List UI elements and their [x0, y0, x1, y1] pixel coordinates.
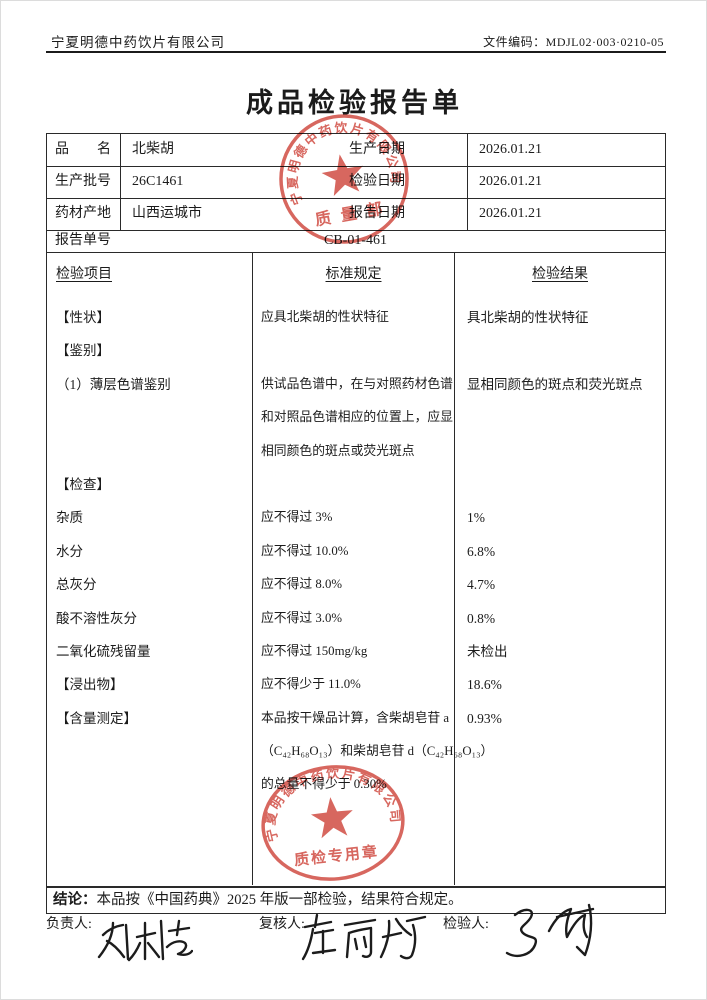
batch-number-value: 26C1461	[132, 174, 184, 189]
table-col-divider	[454, 253, 455, 885]
origin-label: 药材产地	[55, 206, 111, 221]
production-date-label: 生产日期	[349, 142, 405, 157]
body-line	[56, 435, 252, 468]
page-title: 成品检验报告单	[246, 88, 463, 118]
body-line	[467, 768, 665, 801]
responsible-label: 负责人:	[46, 917, 92, 932]
qc-seal-stamp: 宁夏明德中药饮片有限公司 质检专用章	[231, 743, 435, 902]
conclusion-row: 结论：本品按《中国药典》2025 年版一部检验，结果符合规定。	[46, 887, 666, 914]
column-standards: 应具北柴胡的性状特征供试品色谱中，在与对照药材色谱 和对照品色谱相应的位置上，应显…	[253, 301, 494, 802]
body-line	[467, 401, 665, 434]
body-line	[467, 468, 665, 501]
header-rule	[46, 51, 666, 53]
info-row-divider	[47, 198, 665, 199]
body-line: 【性状】	[56, 310, 110, 325]
results-table: 检验项目 标准规定 检验结果 【性状】【鉴别】 （1）薄层色谱鉴别 【检查】杂质水分…	[46, 253, 666, 887]
body-line: 供试品色谱中，在与对照药材色谱	[261, 376, 453, 391]
stamp-seal-text: 质检专用章	[293, 842, 379, 869]
body-line: 应具北柴胡的性状特征	[261, 310, 389, 324]
body-line: 应不得少于 11.0%	[261, 677, 361, 692]
reviewer-signature	[299, 907, 439, 967]
company-name: 宁夏明德中药饮片有限公司	[51, 35, 225, 50]
info-row-divider	[47, 166, 665, 167]
body-line: 杂质	[56, 510, 83, 526]
batch-number-label: 生产批号	[55, 174, 111, 189]
body-line: 【鉴别】	[56, 343, 110, 359]
report-date-value: 2026.01.21	[479, 206, 542, 221]
oval-stamp-graphic: 宁夏明德中药饮片有限公司 质检专用章	[257, 759, 405, 881]
body-line: （C₄₂H₆₈O₁₃）和柴胡皂苷 d（C₄₂H₆₈O₁₃）	[261, 744, 494, 759]
conclusion-text: 本品按《中国药典》2025 年版一部检验，结果符合规定。	[96, 892, 463, 908]
test-date-label: 检验日期	[349, 174, 405, 189]
body-line: 18.6%	[467, 677, 502, 693]
origin-value: 山西运城市	[132, 206, 202, 221]
reviewer-label: 复核人:	[259, 917, 305, 932]
round-stamp-graphic: 宁夏明德中药饮片有限公司 质 量 部	[275, 110, 409, 244]
body-line: 应不得过 8.0%	[261, 577, 343, 592]
column-results: 具北柴胡的性状特征显相同颜色的斑点和荧光斑点 1% 6.8% 4.7% 0.8% 未检出 1…	[455, 301, 665, 802]
body-line: 6.8%	[467, 543, 496, 559]
inspector-signature	[501, 897, 611, 967]
signature-scribble	[505, 903, 595, 957]
quality-dept-stamp: 宁夏明德中药饮片有限公司 质 量 部	[246, 81, 443, 278]
body-line: 酸不溶性灰分	[56, 610, 137, 626]
body-line: 二氧化硫残留量	[56, 643, 151, 659]
signature-scribble	[301, 913, 427, 961]
body-line: 显相同颜色的斑点和荧光斑点	[467, 376, 643, 392]
column-header-item: 检验项目	[56, 267, 112, 282]
column-header-result: 检验结果	[532, 267, 588, 282]
body-line: 总灰分	[56, 577, 97, 593]
body-line: 本品按干燥品计算，含柴胡皂苷 a	[261, 710, 450, 725]
column-items: 【性状】【鉴别】 （1）薄层色谱鉴别 【检查】杂质水分总灰分酸不溶性灰分 二氧化硫残留…	[47, 301, 252, 802]
body-line	[261, 468, 454, 501]
body-line	[261, 334, 454, 367]
product-name-value: 北柴胡	[132, 142, 174, 157]
column-header-standard: 标准规定	[325, 267, 382, 282]
body-line: 4.7%	[467, 577, 496, 593]
inspector-label: 检验人:	[443, 917, 489, 932]
body-line: 应不得过 10.0%	[261, 543, 349, 558]
test-date-value: 2026.01.21	[479, 174, 542, 189]
report-number-label: 报告单号	[55, 233, 111, 248]
body-line: 和对照品色谱相应的位置上，应显	[261, 410, 453, 425]
body-line: 0.93%	[467, 710, 502, 726]
info-row-divider	[47, 230, 665, 231]
body-line: 【检查】	[56, 476, 110, 492]
body-line	[467, 735, 665, 768]
table-col-divider	[252, 253, 253, 885]
body-line: 0.8%	[467, 610, 496, 626]
info-col-divider	[467, 134, 468, 230]
body-line: 应不得过 3.0%	[261, 610, 343, 625]
body-line	[56, 401, 252, 434]
product-name-label: 品 名	[55, 142, 111, 157]
body-line: 未检出	[467, 643, 508, 659]
signature-scribble	[97, 919, 193, 962]
star-icon	[321, 154, 363, 197]
body-line	[56, 768, 252, 801]
body-line: 【含量测定】	[56, 710, 137, 726]
body-line: 的总量不得少于 0.30%	[261, 777, 387, 792]
conclusion-label: 结论：	[53, 892, 97, 908]
document-code: 文件编码：MDJL02·003·0210-05	[483, 35, 664, 49]
stamp-dept-text: 质 量 部	[314, 198, 387, 229]
body-line	[56, 735, 252, 768]
body-line: 具北柴胡的性状特征	[467, 310, 589, 325]
info-table: 品 名 北柴胡 生产日期 2026.01.21 生产批号 26C1461 检验日…	[46, 133, 666, 253]
body-line: 水分	[56, 543, 83, 559]
body-line: 相同颜色的斑点或荧光斑点	[261, 443, 415, 458]
info-col-divider	[120, 134, 121, 230]
production-date-value: 2026.01.21	[479, 142, 542, 157]
star-icon	[310, 797, 353, 839]
responsible-signature	[93, 913, 193, 973]
body-line: 应不得过 3%	[261, 510, 333, 525]
report-date-label: 报告日期	[349, 206, 405, 221]
body-line	[467, 435, 665, 468]
body-line: （1）薄层色谱鉴别	[56, 376, 171, 392]
body-line: 应不得过 150mg/kg	[261, 643, 368, 658]
body-line: 1%	[467, 510, 485, 526]
body-line	[467, 334, 665, 367]
body-line: 【浸出物】	[56, 677, 124, 693]
